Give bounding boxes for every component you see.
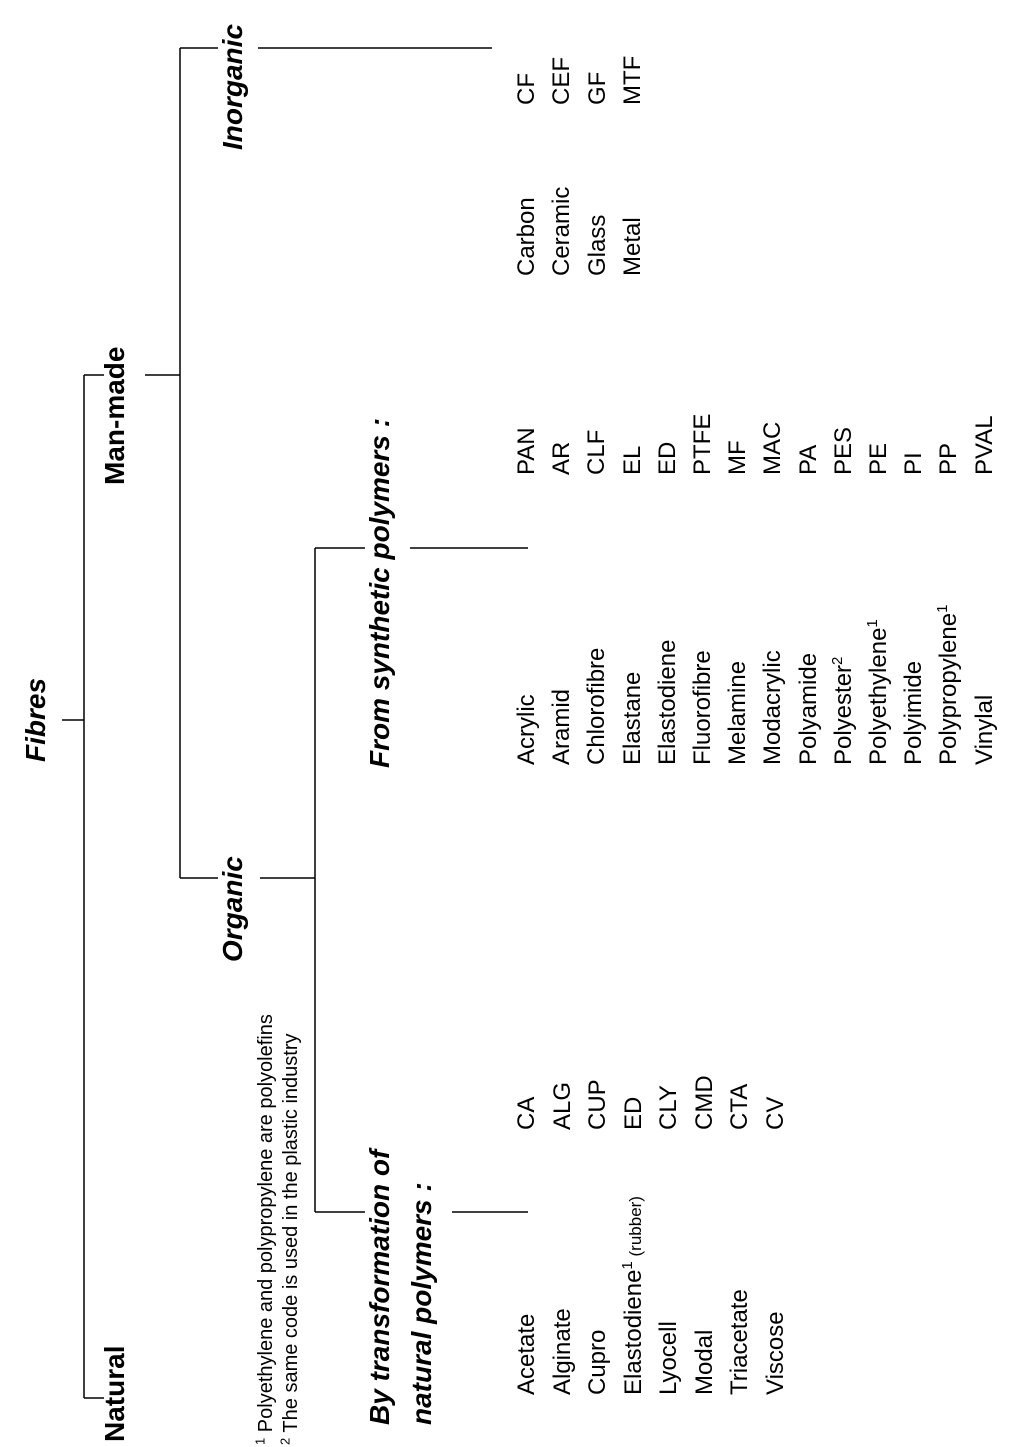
fibre-name-text: Ceramic [548,186,576,276]
fibre-name: Elastane [618,671,646,765]
fibre-code: CEF [548,57,576,105]
fibre-name: Acetate [513,1313,540,1395]
fibre-name: Vinylal [970,694,998,765]
fibre-name-text: Polyester [829,664,857,765]
fibre-code: ED [619,1096,647,1130]
fibre-name-text: Polyamide [794,652,822,765]
fibre-name: Triacetate [726,1289,753,1395]
fibre-code: MF [724,440,752,475]
footnote-text: The same code is used in the plastic ind… [280,1033,302,1438]
fibre-code: CLF [583,429,611,475]
fibre-code: AR [548,441,576,475]
branch-transformation-line2: natural polymers : [406,1182,437,1425]
fibre-name-text: Alginate [548,1308,576,1395]
diagram-title: Fibres [20,677,51,762]
branch-inorganic: Inorganic [217,23,248,150]
fibre-name-text: Polypropylene [935,612,963,765]
fibre-name-text: Triacetate [726,1289,753,1395]
footnote-text: Polyethylene and polypropylene are polyo… [255,1014,277,1438]
fibre-code: PES [829,426,857,475]
footnote: 2 The same code is used in the plastic i… [277,1033,302,1445]
fibre-name: Fluorofibre [689,650,716,765]
fibre-name-text: Acetate [513,1313,540,1395]
fibre-code: CTA [726,1083,753,1130]
fibre-name-text: Chlorofibre [583,647,611,765]
fibre-name: Aramid [548,688,576,765]
fibre-name: Elastodiene1 (rubber) [618,1196,647,1395]
fibre-name: Lyocell [655,1321,682,1395]
fibre-name-text: Aramid [548,688,576,765]
fibre-code: ALG [548,1081,576,1130]
fibre-name: Elastodiene [653,639,681,765]
fibre-name: Ceramic [548,186,576,276]
fibre-name: Metal [618,217,646,276]
fibre-code: EL [618,445,646,475]
branch-organic: Organic [217,856,248,962]
fibre-name: Modal [690,1329,718,1395]
fibre-code: CLY [655,1085,682,1130]
fibre-name-text: Modacrylic [759,650,787,765]
branch-man-made: Man-made [99,346,130,485]
fibre-name-text: Cupro [584,1329,611,1395]
fibre-name-text: Metal [618,217,646,276]
footnote-marker: 1 [864,619,881,628]
fibre-note: (rubber) [625,1196,645,1262]
fibre-code: CMD [690,1075,718,1130]
fibre-name-text: Elastodiene [653,639,681,765]
fibre-name-text: Elastane [618,671,646,765]
fibre-name: Cupro [584,1329,611,1395]
fibre-code: PVAL [970,415,998,475]
fibre-name-text: Lyocell [655,1321,682,1395]
fibre-code: PP [935,442,963,475]
fibre-name-text: Modal [690,1329,718,1395]
fibre-code: MAC [759,421,787,475]
fibre-name-text: Carbon [513,197,540,276]
fibre-name-text: Polyimide [900,660,928,765]
fibre-code: ED [653,441,681,475]
fibre-code: PA [794,444,822,475]
fibre-name: Alginate [548,1308,576,1395]
footnote-marker: 1 [618,1261,636,1270]
fibre-name: Modacrylic [759,650,787,765]
fibre-name: Polyester2 [828,656,857,765]
branch-synthetic: From synthetic polymers : [364,417,395,768]
fibre-code: PTFE [689,413,716,475]
fibre-name: Polypropylene1 [934,604,963,765]
fibre-code: CF [513,73,540,105]
fibre-name-text: Glass [583,214,611,276]
fibre-name-text: Polyethylene [865,627,892,765]
fibre-code: MTF [618,55,646,105]
fibre-name-text: Elastodiene [619,1269,647,1395]
fibre-code: PE [865,442,892,475]
footnote: 1 Polyethylene and polypropylene are pol… [252,1014,277,1445]
branch-transformation-line1: By transformation of [364,1149,395,1425]
fibre-code: GF [583,71,611,105]
fibre-code: PI [900,452,928,475]
footnote-marker: 1 [934,604,952,613]
fibre-name: Glass [583,214,611,276]
fibre-code: CUP [584,1079,611,1130]
fibre-name-text: Acrylic [513,694,540,765]
fibre-name-text: Melamine [724,660,752,765]
fibre-name: Acrylic [513,694,540,765]
fibre-name-text: Vinylal [970,694,998,765]
fibre-code: CA [513,1096,540,1130]
footnote-mark: 1 [252,1437,268,1445]
fibre-name: Melamine [724,660,752,765]
fibre-name: Polyethylene1 [864,619,892,765]
fibre-name: Chlorofibre [583,647,611,765]
fibre-name-text: Viscose [761,1311,789,1395]
fibre-name-text: Fluorofibre [689,650,716,765]
fibre-code: PAN [513,427,540,475]
fibre-name: Carbon [513,197,540,276]
footnote-marker: 2 [828,656,846,665]
footnote-mark: 2 [277,1437,293,1445]
fibre-name: Polyamide [794,652,822,765]
branch-natural: Natural [99,1345,130,1442]
fibre-name: Viscose [761,1311,789,1395]
fibre-name: Polyimide [900,660,928,765]
fibre-code: CV [761,1096,789,1130]
